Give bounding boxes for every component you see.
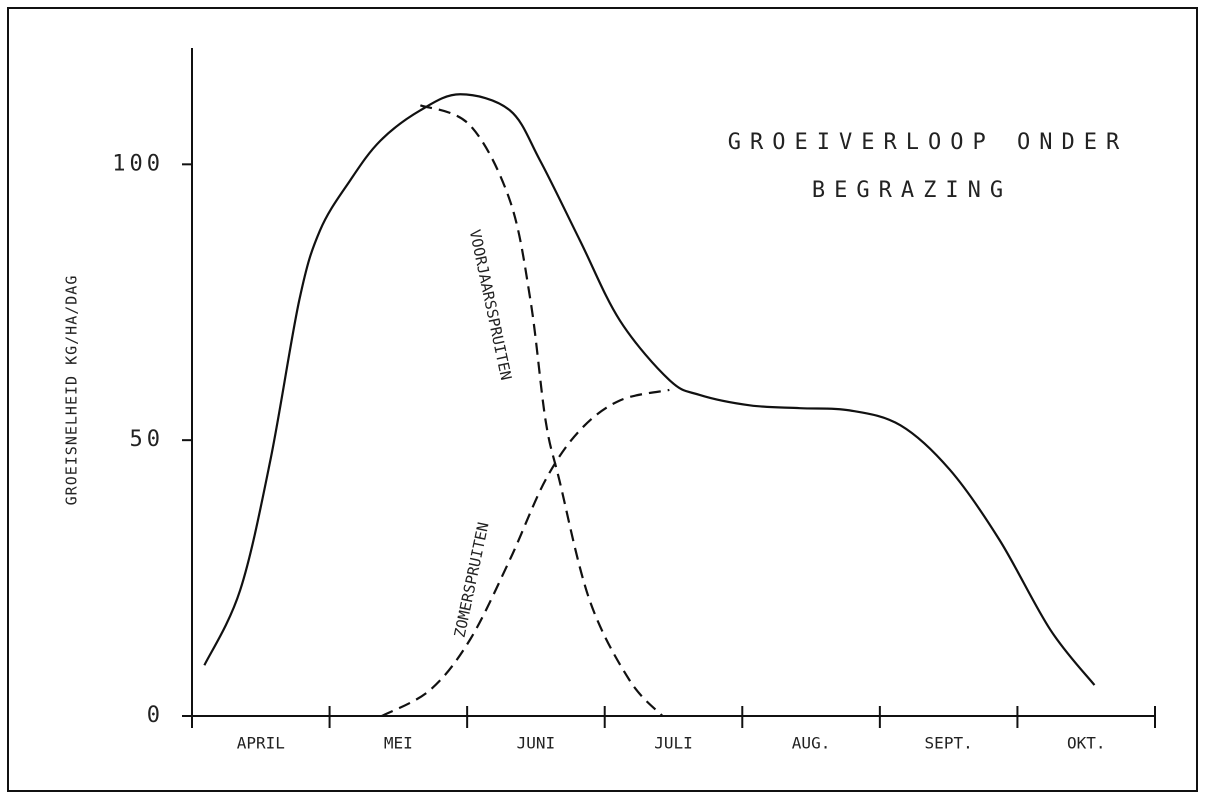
y-tick-label: 100 <box>112 151 164 176</box>
x-tick-label: APRIL <box>237 734 285 753</box>
title: GROEIVERLOOP ONDER BEGRAZING <box>728 130 1128 203</box>
x-tick-label: JULI <box>654 734 693 753</box>
x-tick-label: SEPT. <box>925 734 973 753</box>
title-line: GROEIVERLOOP ONDER <box>728 130 1128 155</box>
y-tick-label: 50 <box>130 427 165 452</box>
y-tick-label: 0 <box>147 703 164 728</box>
series-line <box>203 93 1096 686</box>
series-line <box>419 104 664 717</box>
frame <box>7 7 1198 792</box>
y-axis-label: GROEISNELHEID KG/HA/DAG <box>63 275 81 506</box>
title-line: BEGRAZING <box>812 178 1012 203</box>
x-tick-label: OKT. <box>1067 734 1106 753</box>
x-tick-label: AUG. <box>792 734 831 753</box>
x-tick-label: MEI <box>384 734 413 753</box>
x-tick-label: JUNI <box>517 734 556 753</box>
series-line <box>381 388 670 717</box>
series-label: ZOMERSPRUITEN <box>451 521 493 640</box>
series-label: VOORJAARSSPRUITEN <box>466 228 516 382</box>
